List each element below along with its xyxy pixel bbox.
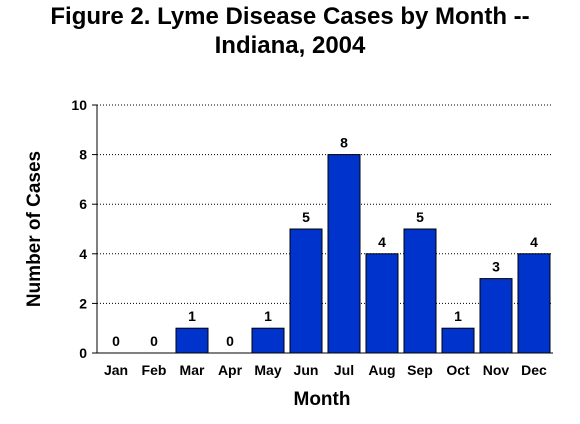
bar-nov [479, 278, 513, 354]
bars [175, 154, 551, 354]
chart-title-line-2: Indiana, 2004 [214, 32, 366, 59]
y-axis-ticks: 0 2 4 6 8 10 [71, 97, 97, 361]
x-tick-label-aug: Aug [368, 362, 395, 378]
y-tick-label: 6 [79, 196, 87, 212]
x-tick-label-apr: Apr [218, 362, 243, 378]
data-label-jan: 0 [112, 333, 120, 349]
x-tick-label-feb: Feb [142, 362, 167, 378]
bar-jun [289, 228, 323, 354]
data-label-oct: 1 [454, 308, 462, 324]
y-tick-label: 10 [71, 97, 87, 113]
y-tick-label: 0 [79, 345, 87, 361]
bar-dec [517, 253, 551, 354]
x-tick-label-sep: Sep [407, 362, 433, 378]
data-label-jul: 8 [340, 135, 348, 151]
bar-mar [175, 327, 209, 354]
x-tick-label-mar: Mar [180, 362, 205, 378]
x-tick-label-jan: Jan [104, 362, 128, 378]
x-axis-ticks: Jan Feb Mar Apr May Jun Jul Aug Sep Oct Nov Dec [104, 362, 547, 378]
data-label-apr: 0 [226, 333, 234, 349]
x-tick-label-may: May [254, 362, 281, 378]
data-label-may: 1 [264, 308, 272, 324]
data-labels: 0 0 1 0 1 5 8 4 5 1 3 4 [112, 135, 538, 349]
x-tick-label-oct: Oct [446, 362, 470, 378]
bar-aug [365, 253, 399, 354]
axes [96, 105, 553, 354]
x-tick-label-dec: Dec [521, 362, 547, 378]
data-label-sep: 5 [416, 209, 424, 225]
data-label-nov: 3 [492, 259, 500, 275]
y-tick-label: 4 [79, 246, 87, 262]
chart-title: Figure 2. Lyme Disease Cases by Month --… [0, 2, 580, 60]
data-label-jun: 5 [302, 209, 310, 225]
data-label-feb: 0 [150, 333, 158, 349]
chart-title-line-1: Figure 2. Lyme Disease Cases by Month -- [50, 3, 530, 30]
y-tick-label: 2 [79, 295, 87, 311]
x-tick-label-nov: Nov [483, 362, 510, 378]
x-tick-label-jul: Jul [334, 362, 354, 378]
bar-sep [403, 228, 437, 354]
x-tick-label-jun: Jun [294, 362, 319, 378]
x-axis-label: Month [294, 389, 351, 410]
bar-oct [441, 327, 475, 354]
y-tick-label: 8 [79, 147, 87, 163]
data-label-mar: 1 [188, 308, 196, 324]
data-label-dec: 4 [530, 234, 538, 250]
bar-jul [327, 154, 361, 354]
data-label-aug: 4 [378, 234, 386, 250]
gridlines [97, 104, 553, 304]
bar-may [251, 327, 285, 354]
y-axis-label: Number of Cases [24, 151, 45, 307]
